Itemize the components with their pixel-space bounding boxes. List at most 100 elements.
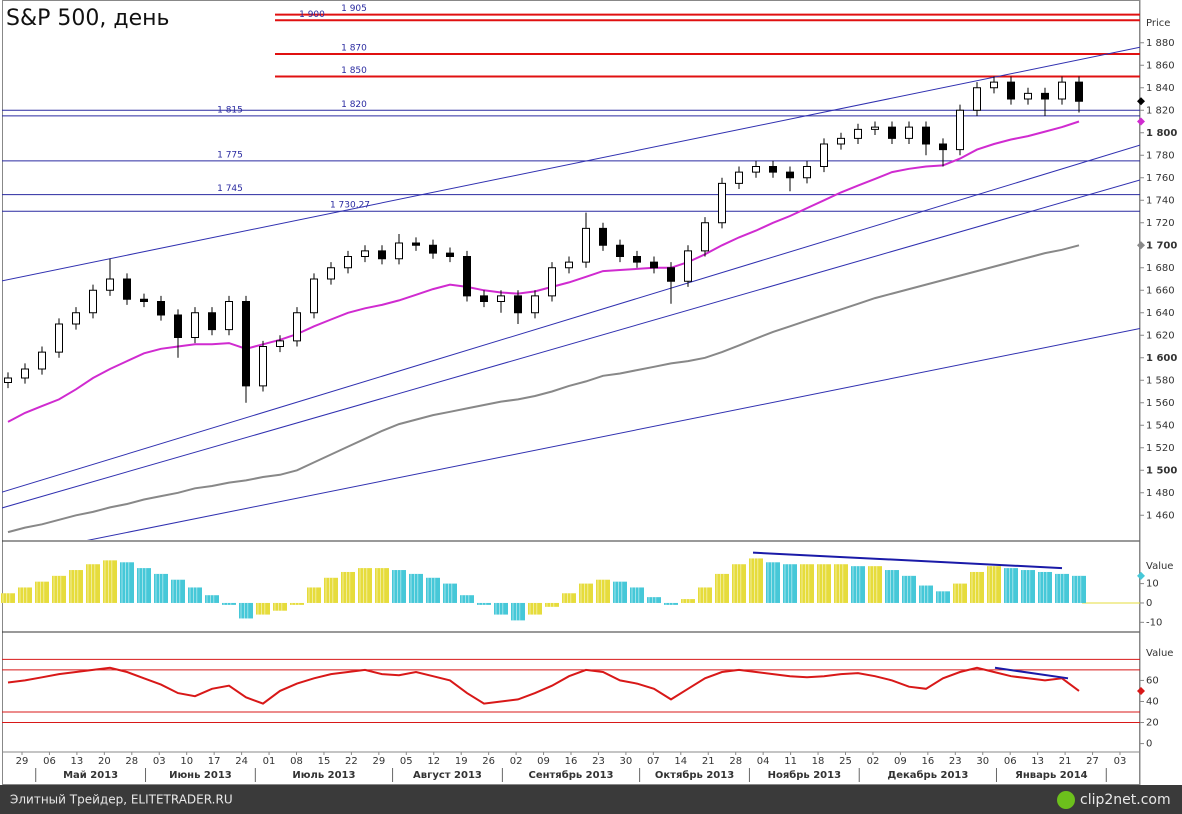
y-tick-label: 1 560 [1146, 398, 1175, 409]
candle-body [786, 171, 794, 179]
histogram-bar [766, 562, 780, 603]
trend-line [86, 328, 1140, 540]
candle-body [412, 242, 420, 246]
x-tick-label: 28 [125, 756, 138, 767]
candle-body [174, 314, 182, 338]
histogram-bar [987, 566, 1001, 603]
x-tick-label: 26 [482, 756, 495, 767]
candle-body [4, 377, 12, 383]
histogram-bar [205, 595, 219, 603]
level-label: 1 815 [217, 105, 243, 115]
histogram-bar [239, 602, 253, 619]
histogram-bar [817, 564, 831, 603]
x-tick-label: 12 [427, 756, 440, 767]
histogram-bar [528, 602, 542, 615]
x-tick-label: 18 [812, 756, 825, 767]
last-price [1137, 97, 1145, 106]
trend-line [2, 144, 1140, 493]
y-tick-label: 10 [1146, 579, 1159, 590]
histogram-bar [1021, 570, 1035, 603]
histogram-bar [511, 602, 525, 621]
x-tick-label: 11 [784, 756, 797, 767]
price-plot: 1 905 1 900 1 870 1 850 1 820 1 815 1 775 1 745… [2, 4, 1140, 540]
candle-body [1075, 81, 1083, 102]
candle-body [1041, 92, 1049, 100]
x-tick-label: 01 [263, 756, 276, 767]
y-axis-label: Value [1146, 648, 1173, 659]
x-tick-label: 21 [1059, 756, 1072, 767]
y-tick-label: 1 520 [1146, 443, 1175, 454]
x-tick-label: 08 [290, 756, 303, 767]
candle-body [922, 126, 930, 145]
candle-body [1058, 81, 1066, 100]
histogram-bar [409, 573, 423, 603]
x-tick-label: 23 [592, 756, 605, 767]
histogram-bar [732, 564, 746, 603]
histogram-bar [256, 602, 270, 615]
histogram-bar [443, 583, 457, 603]
candle-body [973, 87, 981, 111]
y-tick-label: 1 580 [1146, 375, 1175, 386]
y-axis-label: Value [1146, 561, 1173, 572]
candle-body [463, 256, 471, 297]
histogram-bar [120, 562, 134, 603]
histogram-bar [562, 593, 576, 603]
candle-body [72, 312, 80, 325]
candle-body [21, 368, 29, 379]
candle-body [140, 298, 148, 302]
month-label: Январь 2014 [1015, 770, 1088, 781]
candle-body [1024, 92, 1032, 100]
candle-body [293, 312, 301, 342]
histogram-bar [970, 571, 984, 603]
y-tick-label: 1 700 [1146, 240, 1177, 251]
candle-body [752, 166, 760, 173]
footer-bar [0, 785, 1182, 814]
histogram-bar [749, 558, 763, 603]
histogram-bar [222, 602, 236, 605]
candle-body [599, 227, 607, 246]
y-tick-label: 0 [1146, 598, 1152, 609]
x-tick-label: 16 [921, 756, 934, 767]
histogram-bar [188, 587, 202, 603]
histogram-bar [868, 566, 882, 603]
candle-body [633, 256, 641, 263]
y-tick-label: 1 860 [1146, 60, 1175, 71]
candle-body [89, 289, 97, 314]
month-label: Июль 2013 [292, 770, 355, 781]
moving-average [7, 120, 1080, 423]
divergence-line [752, 551, 1063, 570]
month-label: Ноябрь 2013 [768, 769, 841, 781]
candle-body [956, 109, 964, 151]
candle-body [106, 278, 114, 291]
moving-average [7, 244, 1080, 534]
x-tick-label: 21 [702, 756, 715, 767]
histogram-bar [919, 585, 933, 603]
candle-body [939, 143, 947, 151]
candle-body [276, 340, 284, 347]
candle-body [378, 250, 386, 260]
last-ma [1137, 241, 1145, 250]
y-tick-label: 1 600 [1146, 353, 1177, 364]
histogram-bar [596, 579, 610, 603]
candle-body [497, 295, 505, 302]
x-tick-label: 03 [1114, 756, 1127, 767]
histogram-bar [834, 564, 848, 603]
histogram-bar [630, 587, 644, 603]
level-label: 1 820 [341, 100, 367, 110]
candle-body [820, 143, 828, 167]
candle-body [735, 171, 743, 184]
x-tick-label: 14 [674, 756, 687, 767]
y-tick-label: 1 820 [1146, 105, 1175, 116]
x-tick-label: 22 [345, 756, 358, 767]
x-tick-label: 23 [949, 756, 962, 767]
level-label: 1 730,27 [330, 201, 370, 211]
level-label: 1 870 [341, 44, 367, 54]
level-label: 1 900 [299, 10, 325, 20]
x-tick-label: 25 [839, 756, 852, 767]
level-label: 1 850 [341, 66, 367, 76]
candle-body [905, 126, 913, 139]
candle-body [259, 346, 267, 387]
x-tick-label: 04 [757, 756, 770, 767]
histogram-bar [290, 602, 304, 605]
